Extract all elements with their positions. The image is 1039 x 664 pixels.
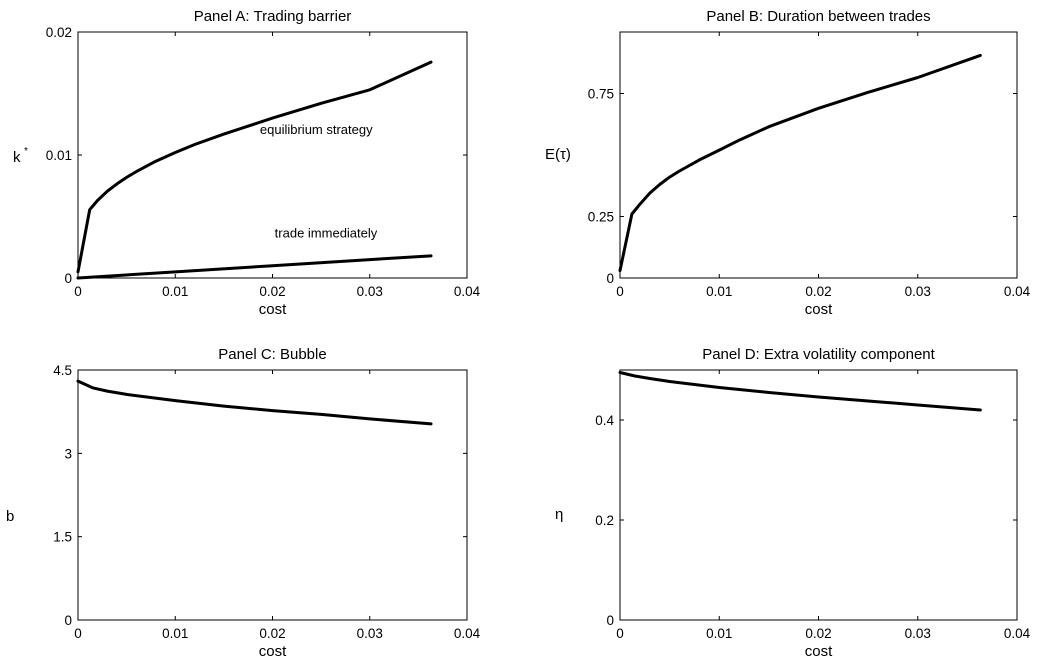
x-tick-label: 0.02 — [259, 284, 285, 299]
y-axis-label-b: E(τ) — [545, 146, 571, 163]
y-axis-label-c: b — [6, 508, 14, 525]
x-tick-label: 0.03 — [905, 626, 931, 641]
series-line-a-0 — [78, 62, 431, 272]
x-tick-label: 0.01 — [706, 626, 732, 641]
panel-d: Panel D: Extra volatility component 0 0.01… — [555, 346, 1031, 660]
x-tick-label: 0.01 — [162, 626, 188, 641]
y-tick-label: 0 — [64, 271, 72, 286]
x-tick-label: 0 — [616, 284, 624, 299]
x-tick-label: 0.04 — [1004, 284, 1031, 299]
x-tick-label: 0.04 — [454, 284, 481, 299]
x-axis-label-b: cost — [805, 301, 833, 318]
y-tick-label: 0 — [606, 271, 614, 286]
axes-box-a — [78, 32, 467, 278]
x-axis-label-a: cost — [259, 301, 287, 318]
series-line-c-0 — [78, 381, 431, 424]
x-tick-label: 0.02 — [259, 626, 285, 641]
x-tick-label: 0.01 — [706, 284, 732, 299]
x-tick-label: 0.03 — [905, 284, 931, 299]
axes-box-c — [78, 370, 467, 620]
y-axis-label-superscript-a: * — [24, 146, 28, 157]
series-line-d-0 — [620, 373, 980, 411]
axes-box-b — [620, 32, 1017, 278]
y-tick-label: 0.2 — [595, 513, 614, 528]
panel-title-c: Panel C: Bubble — [218, 346, 326, 363]
y-tick-label: 0 — [64, 613, 72, 628]
y-tick-label: 0 — [606, 613, 614, 628]
x-tick-label: 0 — [74, 284, 82, 299]
panel-title-b: Panel B: Duration between trades — [706, 8, 930, 25]
y-axis-label-a: k — [13, 149, 21, 166]
panel-b: Panel B: Duration between trades 0 0.01 0.0… — [545, 8, 1031, 318]
x-tick-label: 0.02 — [805, 284, 831, 299]
x-tick-label: 0.04 — [1004, 626, 1031, 641]
series-line-b-0 — [620, 55, 980, 270]
x-tick-label: 0.04 — [454, 626, 481, 641]
y-tick-label: 3 — [64, 446, 72, 461]
y-tick-label: 0.01 — [46, 148, 72, 163]
y-tick-label: 0.75 — [588, 87, 614, 102]
annotation-a-1: trade immediately — [275, 225, 378, 240]
y-tick-label: 0.02 — [46, 25, 72, 40]
annotation-a-0: equilibrium strategy — [260, 122, 373, 137]
y-tick-label: 4.5 — [53, 363, 72, 378]
panel-a: Panel A: Trading barrier 0 0.01 0.02 0.03 0.0… — [13, 8, 481, 318]
x-tick-label: 0.03 — [357, 284, 383, 299]
panel-title-d: Panel D: Extra volatility component — [702, 346, 935, 363]
x-tick-label: 0.02 — [805, 626, 831, 641]
x-axis-label-d: cost — [805, 643, 833, 660]
x-tick-label: 0.01 — [162, 284, 188, 299]
x-tick-label: 0 — [616, 626, 624, 641]
y-axis-label-d: η — [555, 506, 563, 523]
x-axis-label-c: cost — [259, 643, 287, 660]
y-tick-label: 0.4 — [595, 413, 614, 428]
series-line-a-1 — [78, 256, 431, 278]
y-tick-label: 0.25 — [588, 210, 614, 225]
x-tick-label: 0 — [74, 626, 82, 641]
y-tick-label: 1.5 — [53, 530, 72, 545]
panel-title-a: Panel A: Trading barrier — [194, 8, 352, 25]
x-tick-label: 0.03 — [357, 626, 383, 641]
panel-c: Panel C: Bubble 0 0.01 0.02 0.03 0.04 0 1.5 3 4.5… — [6, 346, 481, 660]
